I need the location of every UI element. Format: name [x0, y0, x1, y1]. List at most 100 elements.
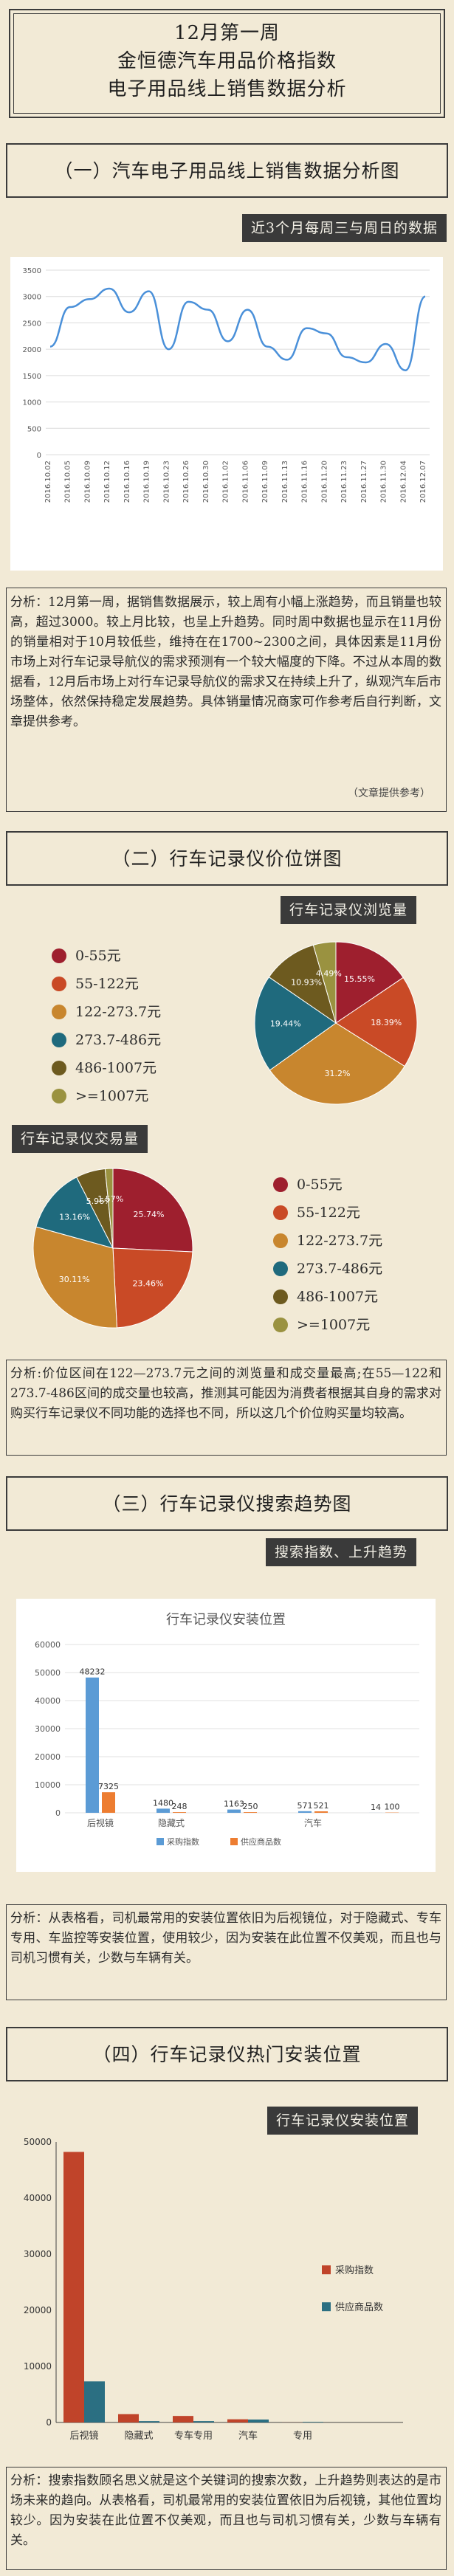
pie-slice-label: 4.49%: [316, 968, 342, 978]
legend-label: 55-122元: [75, 976, 139, 992]
sales-series-line: [49, 287, 426, 371]
legend-item: 122-273.7元: [273, 1227, 382, 1255]
section1-tag: 近3个月每周三与周日的数据: [241, 214, 447, 242]
pie-chart-trades: 25.74% 23.46% 30.11% 13.16% 5.96%1.57%: [32, 1168, 193, 1329]
legend-swatch: [52, 977, 66, 991]
x-tick-label: 2016.10.09: [83, 461, 92, 503]
sales-line-chart-box: 0 500 1000 1500 2000 2500 3000 3500 2016.10.02 20…: [10, 257, 443, 571]
legend-label: 0-55元: [297, 1177, 343, 1193]
pie-slice-label: 13.16%: [59, 1213, 90, 1222]
y-tick-label: 30000: [24, 2249, 52, 2259]
x-tick-label: 2016.11.23: [340, 461, 348, 503]
pie-slice-label: 1.57%: [97, 1194, 123, 1204]
legend-item: >=1007元: [273, 1311, 382, 1339]
section4-title: （四）行车记录仪热门安装位置: [92, 2044, 362, 2065]
bar-value-label: 14: [371, 1802, 381, 1812]
legend-item: 273.7-486元: [52, 1026, 161, 1054]
legend-swatch: [230, 1838, 238, 1845]
y-tick-label: 500: [27, 425, 41, 433]
y-tick-label: 1500: [23, 373, 41, 381]
pie-slice: [112, 1168, 193, 1253]
section3-title-frame: [6, 1476, 448, 1531]
legend-item: 273.7-486元: [273, 1255, 382, 1283]
section2-analysis-frame: [6, 1360, 447, 1456]
legend-swatch: [157, 1838, 164, 1845]
x-tick-label: 2016.11.09: [261, 461, 269, 503]
section4-title-frame: [6, 2027, 448, 2081]
legend-swatch: [52, 1005, 66, 1019]
section4-analysis-frame: [6, 2467, 447, 2570]
pie-slice-label: 19.44%: [270, 1019, 301, 1029]
x-tick-label: 2016.11.13: [281, 461, 289, 503]
bar: [248, 2420, 269, 2422]
x-tick-label: 2016.10.12: [103, 461, 111, 503]
section-pie: （二）行车记录仪价位饼图 行车记录仪浏览量 0-55元 55-122元 122-…: [0, 824, 454, 1466]
bar: [227, 1809, 241, 1813]
x-category-label: 后视镜: [87, 1817, 114, 1828]
legend-item: 55-122元: [52, 970, 161, 998]
bar: [84, 2381, 105, 2422]
bar: [193, 2421, 214, 2422]
legend-item: 486-1007元: [52, 1054, 161, 1082]
header-line-3: 电子用品线上销售数据分析: [107, 78, 347, 100]
x-tick-label: 2016.11.02: [222, 461, 230, 503]
legend-item: 122-273.7元: [52, 998, 161, 1026]
y-tick-label: 2000: [23, 346, 41, 354]
legend-swatch: [273, 1318, 288, 1332]
y-tick-label: 3500: [23, 267, 41, 275]
section-search: （三）行车记录仪搜索趋势图 搜索指数、上升趋势 行车记录仪安装位置 0 10000 2…: [0, 1470, 454, 2017]
section1-analysis-frame: [6, 588, 447, 812]
pie-slice-label: 30.11%: [59, 1275, 90, 1284]
pie-slice: [104, 1168, 114, 1249]
header-line-2: 金恒德汽车用品价格指数: [117, 50, 337, 72]
bar-value-label: 250: [243, 1802, 258, 1811]
section3-tag: 搜索指数、上升趋势: [266, 1538, 417, 1566]
legend-label: 486-1007元: [297, 1289, 379, 1305]
pie-slice: [269, 1022, 405, 1105]
legend-item: >=1007元: [52, 1082, 161, 1110]
legend-label: 采购指数: [335, 2265, 374, 2276]
bar-value-label: 521: [314, 1801, 329, 1811]
legend-swatch: [322, 2265, 331, 2275]
pie-slice: [35, 1177, 114, 1249]
x-tick-label: 2016.10.23: [162, 461, 171, 503]
pie-slice-label: 10.93%: [291, 978, 322, 988]
legend-label: 122-273.7元: [297, 1233, 383, 1249]
pie-slice: [32, 1226, 117, 1329]
pie-slice: [312, 941, 337, 1024]
section1-analysis: 分析：12月第一周，据销售数据展示，较上周有小幅上涨趋势，而且销量也较高，超过3…: [10, 595, 441, 729]
install-bar-chart-2: 0 10000 20000 30000 40000 50000 后视镜 隐藏式 专车专用 汽车 专用…: [24, 2137, 403, 2442]
legend-item: 0-55元: [273, 1171, 382, 1199]
legend-swatch: [273, 1261, 288, 1276]
bar-value-label: 1480: [153, 1798, 173, 1808]
y-tick-label: 1000: [23, 399, 41, 407]
bar: [139, 2421, 159, 2422]
x-tick-label: 2016.10.26: [182, 461, 190, 503]
x-category-label: 隐藏式: [158, 1818, 185, 1828]
bar: [157, 1808, 170, 1813]
bar-value-label: 7325: [98, 1782, 119, 1791]
legend-swatch: [52, 1033, 66, 1047]
pie-slice: [335, 941, 404, 1024]
pie-slice-label: 15.55%: [344, 974, 375, 984]
section3-title: （三）行车记录仪搜索趋势图: [102, 1493, 352, 1515]
section-sales: （一）汽车电子用品线上销售数据分析图 近3个月每周三与周日的数据 0 500 100…: [0, 133, 454, 819]
legend-label: 273.7-486元: [75, 1032, 162, 1048]
legend-label: 486-1007元: [75, 1060, 157, 1076]
x-category-label: 专车专用: [174, 2430, 213, 2442]
bar: [173, 2416, 193, 2422]
legend-label: 采购指数: [167, 1836, 199, 1847]
y-tick-label: 60000: [35, 1640, 61, 1650]
bar-value-label: 248: [172, 1802, 188, 1811]
legend-swatch: [52, 1089, 66, 1103]
bar: [118, 2414, 139, 2422]
section1-title-frame: [6, 143, 448, 198]
legend-label: >=1007元: [75, 1088, 149, 1104]
bar: [227, 2419, 248, 2422]
legend-label: 供应商品数: [241, 1836, 281, 1847]
legend-swatch: [273, 1289, 288, 1304]
legend-label: 55-122元: [297, 1205, 360, 1221]
legend-label: 0-55元: [75, 948, 121, 964]
x-tick-label: 2016.11.20: [320, 461, 329, 503]
legend-item: 0-55元: [52, 942, 161, 970]
